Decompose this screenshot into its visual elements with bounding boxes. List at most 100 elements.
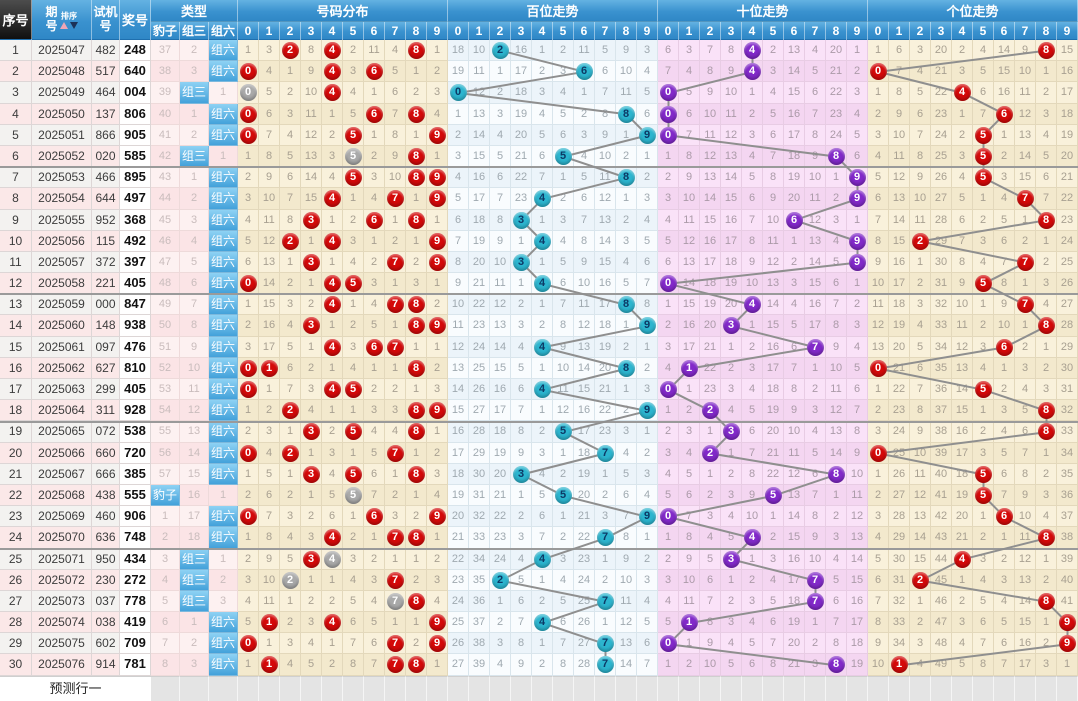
dist-cell: 8 xyxy=(406,357,427,379)
dist-cell: 1 xyxy=(406,379,427,401)
tens-hit-circle: 4 xyxy=(743,529,761,547)
dist-cell: 0 xyxy=(238,124,259,146)
prediction-empty-cell[interactable] xyxy=(784,676,805,701)
prediction-empty-cell[interactable] xyxy=(406,676,427,701)
prediction-empty-cell[interactable] xyxy=(427,676,448,701)
dist-cell: 8 xyxy=(406,315,427,337)
tens-cell: 3 xyxy=(679,421,700,443)
dist-cell: 1 xyxy=(364,230,385,252)
prediction-empty-cell[interactable] xyxy=(385,676,406,701)
prediction-empty-cell[interactable] xyxy=(180,676,209,701)
prediction-empty-cell[interactable] xyxy=(994,676,1015,701)
table-row: 6 2025052 020 585 42 组三 1 1 8 5 13 3 5 2 9 8 1 3 15 5 21 6 5 4 1… xyxy=(0,145,1078,168)
units-cell: 12 xyxy=(889,167,910,189)
dist-cell: 2 xyxy=(406,251,427,274)
prediction-empty-cell[interactable] xyxy=(1036,676,1057,701)
units-cell: 1 xyxy=(973,294,994,316)
prediction-empty-cell[interactable] xyxy=(658,676,679,701)
prediction-empty-cell[interactable] xyxy=(1057,676,1078,701)
prediction-empty-cell[interactable] xyxy=(532,676,553,701)
prediction-empty-cell[interactable] xyxy=(322,676,343,701)
test-cell: 517 xyxy=(92,61,120,83)
hundreds-cell: 25 xyxy=(469,357,490,379)
dist-cell: 1 xyxy=(343,506,364,528)
units-cell: 11 xyxy=(868,294,889,316)
dist-hit-circle: 8 xyxy=(407,147,425,165)
units-cell: 32 xyxy=(931,294,952,316)
tens-cell: 1 xyxy=(742,82,763,104)
dist-hit-circle: 0 xyxy=(239,359,257,377)
prediction-empty-cell[interactable] xyxy=(259,676,280,701)
sort-control[interactable]: 排序 xyxy=(60,11,79,29)
dist-cell: 4 xyxy=(322,548,343,570)
table-row: 27 2025073 037 778 5 组三 3 4 11 1 2 2 5 4 7 8 4 24 36 1 6 2 5 25… xyxy=(0,590,1078,613)
hundreds-cell: 7 xyxy=(574,209,595,231)
prediction-empty-cell[interactable] xyxy=(490,676,511,701)
units-cell: 11 xyxy=(1015,82,1036,104)
type-miss-cell: 10 xyxy=(180,357,209,379)
prediction-empty-cell[interactable] xyxy=(889,676,910,701)
prediction-empty-cell[interactable] xyxy=(574,676,595,701)
prediction-empty-cell[interactable] xyxy=(742,676,763,701)
sort-desc-icon[interactable] xyxy=(70,21,79,29)
dist-cell: 2 xyxy=(280,82,301,104)
dist-hit-circle: 8 xyxy=(407,465,425,483)
units-cell: 3 xyxy=(1015,357,1036,379)
prediction-empty-cell[interactable] xyxy=(595,676,616,701)
prediction-empty-cell[interactable] xyxy=(868,676,889,701)
dist-cell: 3 xyxy=(427,82,448,104)
prediction-empty-cell[interactable] xyxy=(364,676,385,701)
prediction-empty-cell[interactable] xyxy=(931,676,952,701)
sort-asc-icon[interactable] xyxy=(60,21,69,29)
prediction-empty-cell[interactable] xyxy=(763,676,784,701)
prize-cell: 938 xyxy=(120,315,151,337)
dist-cell: 2 xyxy=(406,82,427,104)
prediction-empty-cell[interactable] xyxy=(238,676,259,701)
units-hit-circle: 8 xyxy=(1037,592,1055,610)
prediction-empty-cell[interactable] xyxy=(343,676,364,701)
units-cell: 12 xyxy=(952,336,973,358)
tens-cell: 20 xyxy=(784,633,805,655)
digit-header-cell: 9 xyxy=(427,22,448,40)
period-cell: 2025067 xyxy=(32,463,92,485)
prediction-empty-cell[interactable] xyxy=(637,676,658,701)
prediction-empty-cell[interactable] xyxy=(952,676,973,701)
prediction-empty-cell[interactable] xyxy=(721,676,742,701)
prediction-empty-cell[interactable] xyxy=(469,676,490,701)
prediction-empty-cell[interactable] xyxy=(616,676,637,701)
prediction-empty-cell[interactable] xyxy=(679,676,700,701)
prediction-empty-cell[interactable] xyxy=(301,676,322,701)
tens-hit-circle: 7 xyxy=(806,592,824,610)
hundreds-cell: 1 xyxy=(553,506,574,528)
hundreds-cell: 7 xyxy=(511,612,532,634)
tens-cell: 10 xyxy=(847,463,868,485)
units-cell: 7 xyxy=(994,654,1015,676)
prediction-empty-cell[interactable] xyxy=(151,676,180,701)
hundreds-cell: 2 xyxy=(595,569,616,591)
dist-cell: 1 xyxy=(322,209,343,231)
dist-cell: 6 xyxy=(259,484,280,507)
dist-cell: 4 xyxy=(427,590,448,613)
prediction-empty-cell[interactable] xyxy=(448,676,469,701)
prediction-empty-cell[interactable] xyxy=(826,676,847,701)
dist-cell: 9 xyxy=(427,251,448,274)
prediction-empty-cell[interactable] xyxy=(553,676,574,701)
dist-cell: 3 xyxy=(301,421,322,443)
hundreds-cell: 4 xyxy=(637,590,658,613)
dist-hit-circle: 0 xyxy=(239,381,257,398)
prediction-empty-cell[interactable] xyxy=(1015,676,1036,701)
prediction-empty-cell[interactable] xyxy=(700,676,721,701)
prediction-empty-cell[interactable] xyxy=(511,676,532,701)
test-cell: 299 xyxy=(92,379,120,401)
prediction-empty-cell[interactable] xyxy=(973,676,994,701)
prediction-empty-cell[interactable] xyxy=(280,676,301,701)
hundreds-cell: 20 xyxy=(469,251,490,274)
prediction-empty-cell[interactable] xyxy=(910,676,931,701)
units-cell: 32 xyxy=(1057,400,1078,422)
hundreds-cell: 8 xyxy=(511,633,532,655)
prediction-empty-cell[interactable] xyxy=(209,676,238,701)
prediction-empty-cell[interactable] xyxy=(805,676,826,701)
prize-cell: 405 xyxy=(120,273,151,295)
prediction-empty-cell[interactable] xyxy=(847,676,868,701)
dist-cell: 15 xyxy=(259,294,280,316)
